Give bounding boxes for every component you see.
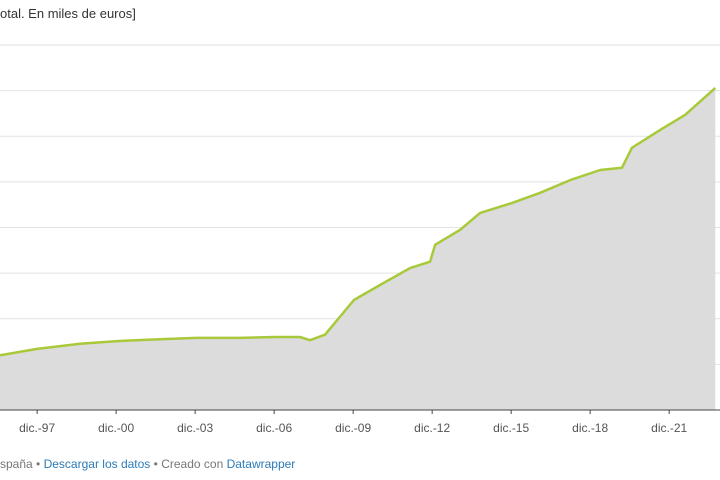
x-tick-label: dic.-97	[19, 421, 55, 435]
x-tick-label: dic.-18	[572, 421, 608, 435]
x-tick-label: dic.-00	[98, 421, 134, 435]
download-link[interactable]: Descargar los datos	[43, 457, 151, 471]
x-tick-label: dic.-06	[256, 421, 292, 435]
datawrapper-link[interactable]: Datawrapper	[226, 457, 296, 471]
created-with: Creado con	[161, 457, 224, 471]
line	[0, 86, 717, 357]
x-tick-label: dic.-09	[335, 421, 371, 435]
chart-title: otal. En miles de euros]	[0, 6, 136, 21]
x-tick-label: dic.-21	[651, 421, 687, 435]
separator: •	[153, 457, 158, 471]
chart: otal. En miles de euros] dic.-97 dic.-00 d…	[0, 6, 720, 435]
source: spaña	[0, 457, 33, 471]
area	[0, 87, 716, 411]
separator: •	[36, 457, 41, 471]
x-tick-label: dic.-15	[493, 421, 529, 435]
x-tick-label: dic.-12	[414, 421, 450, 435]
x-tick-label: dic.-03	[177, 421, 213, 435]
footer: spaña • Descargar los datos • Creado con…	[0, 457, 295, 471]
grid	[0, 44, 720, 365]
